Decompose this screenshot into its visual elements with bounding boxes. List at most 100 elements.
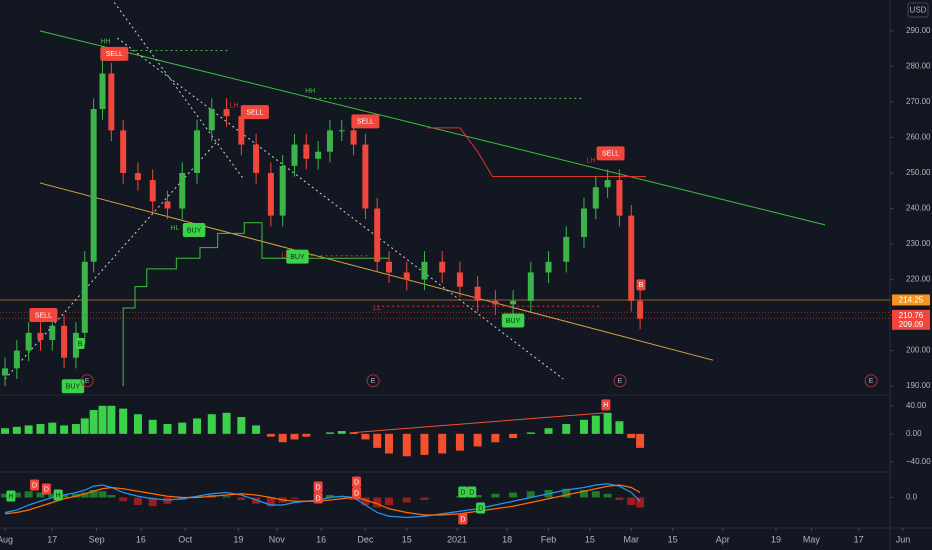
marker-text: H: [56, 492, 61, 499]
marker-text: D: [469, 489, 474, 496]
histogram-bar: [603, 412, 612, 434]
candle-body: [580, 208, 587, 237]
histogram-bar: [438, 433, 447, 454]
candle-body: [326, 130, 333, 152]
pivot-label: HH: [305, 88, 315, 95]
y-tick-label: 290.00: [906, 26, 931, 35]
candle-body: [179, 172, 186, 209]
candle-body: [99, 73, 106, 110]
marker-label: [458, 513, 468, 525]
macd-bar: [349, 497, 358, 500]
histogram-bar: [12, 426, 21, 434]
candle-body: [267, 172, 274, 216]
pivot-label: LH: [587, 157, 596, 164]
histogram-bar: [60, 425, 69, 434]
y-tick-label: 230.00: [906, 239, 931, 248]
macd-bar: [526, 491, 535, 498]
histogram-bar: [222, 412, 231, 434]
candle-body: [338, 130, 345, 132]
macd-bar: [237, 497, 246, 500]
marker-text: B: [639, 282, 644, 289]
macd-bar: [491, 493, 500, 498]
histogram-bar: [544, 428, 553, 434]
sell-text: SELL: [602, 151, 619, 158]
y-tick-label: 270.00: [906, 97, 931, 106]
buy-label: [61, 379, 85, 394]
currency-box[interactable]: [907, 2, 929, 18]
candle-body: [350, 130, 357, 145]
marker-text: B: [78, 341, 83, 348]
y-tick-label: 0.00: [906, 429, 922, 438]
macd-bar: [420, 497, 429, 500]
candle-body: [439, 261, 446, 273]
marker-text: D: [32, 482, 37, 489]
x-tick-label: 18: [502, 534, 512, 544]
trend-line: [39, 182, 714, 361]
event-text: E: [618, 378, 623, 385]
x-tick-label: Mar: [623, 534, 639, 544]
macd-bar: [562, 488, 571, 498]
macd-bar: [36, 492, 45, 498]
sell-label: [351, 114, 380, 129]
histogram-bar: [290, 433, 299, 440]
histogram-bar: [178, 422, 187, 434]
macd-bar: [473, 495, 482, 498]
buy-label: [286, 249, 309, 264]
macd-bar: [80, 492, 89, 498]
candle-body: [592, 187, 599, 209]
histogram-bar: [526, 432, 535, 434]
event-marker: [80, 374, 94, 388]
histogram-bar: [98, 405, 107, 434]
y-tick-label: 0.0: [906, 493, 918, 502]
marker-label: [601, 399, 611, 411]
histogram-bar: [615, 421, 624, 434]
marker-text: H: [603, 402, 608, 409]
price-tag: [892, 294, 930, 306]
candle-body: [510, 300, 517, 305]
candle-body: [61, 325, 68, 358]
x-tick-label: 2021: [447, 534, 467, 544]
macd-bar: [509, 492, 518, 498]
marker-label: [352, 487, 362, 499]
event-marker: [864, 374, 878, 388]
marker-label: [313, 481, 323, 493]
histogram-bar: [579, 419, 588, 434]
histogram-bar: [163, 424, 172, 434]
macd-bar: [579, 490, 588, 498]
x-tick-label: Jun: [896, 534, 911, 544]
candle-body: [474, 286, 481, 301]
marker-text: D: [478, 505, 483, 512]
histogram-bar: [385, 433, 394, 454]
marker-label: [458, 486, 468, 498]
x-tick-label: Aug: [0, 534, 13, 544]
candle-body: [13, 350, 20, 369]
marker-text: D: [44, 486, 49, 493]
pivot-label: HH: [100, 38, 110, 45]
macd-bar: [325, 495, 334, 498]
marker-text: D: [316, 484, 321, 491]
histogram-bar: [302, 433, 311, 437]
candle-body: [108, 73, 115, 131]
candle-body: [49, 325, 56, 340]
price-tag-text: 214.25: [899, 296, 924, 305]
event-marker: [613, 374, 627, 388]
sell-text: SELL: [35, 312, 52, 319]
marker-label: [41, 483, 51, 495]
sell-label: [100, 46, 129, 61]
histogram-bar: [237, 417, 246, 434]
histogram-bar: [89, 410, 98, 434]
price-tag-text: 210.76: [899, 311, 924, 320]
macd-bar: [385, 497, 394, 505]
trend-line: [113, 2, 245, 181]
buy-text: BUY: [506, 318, 521, 325]
histogram-bar: [266, 433, 275, 437]
candle-body: [291, 144, 298, 166]
histogram-bar: [107, 405, 116, 434]
sell-text: SELL: [246, 109, 263, 116]
macd-bar: [119, 497, 128, 502]
sell-label: [240, 105, 269, 120]
marker-text: D: [316, 495, 321, 502]
x-tick-label: 15: [585, 534, 595, 544]
